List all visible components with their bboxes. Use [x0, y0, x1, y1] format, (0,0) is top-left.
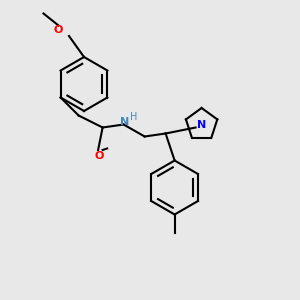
Text: N: N	[197, 119, 206, 130]
Text: O: O	[95, 151, 104, 161]
Text: O: O	[54, 25, 63, 35]
Text: H: H	[130, 112, 138, 122]
Text: N: N	[121, 116, 130, 127]
